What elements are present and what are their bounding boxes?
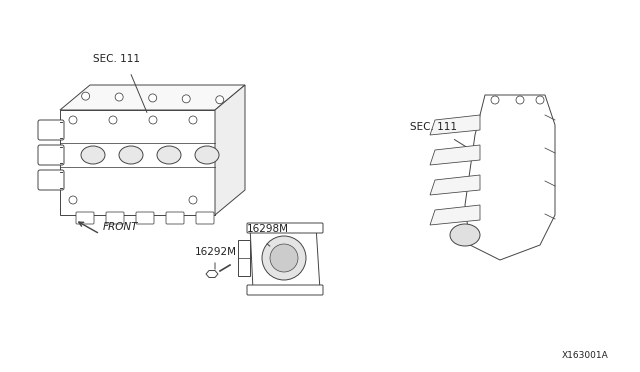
Text: SEC. 111: SEC. 111 bbox=[410, 122, 457, 132]
Polygon shape bbox=[430, 145, 480, 165]
Circle shape bbox=[491, 96, 499, 104]
Circle shape bbox=[189, 196, 197, 204]
Ellipse shape bbox=[119, 146, 143, 164]
FancyBboxPatch shape bbox=[247, 223, 323, 233]
Polygon shape bbox=[465, 95, 555, 260]
Text: 16292M: 16292M bbox=[195, 247, 237, 257]
Circle shape bbox=[148, 94, 157, 102]
FancyBboxPatch shape bbox=[76, 212, 94, 224]
FancyBboxPatch shape bbox=[106, 212, 124, 224]
Circle shape bbox=[82, 92, 90, 100]
Polygon shape bbox=[430, 115, 480, 135]
Ellipse shape bbox=[157, 146, 181, 164]
Text: X163001A: X163001A bbox=[561, 351, 608, 360]
FancyBboxPatch shape bbox=[166, 212, 184, 224]
FancyBboxPatch shape bbox=[196, 212, 214, 224]
Polygon shape bbox=[206, 270, 218, 278]
FancyBboxPatch shape bbox=[247, 285, 323, 295]
Polygon shape bbox=[215, 85, 245, 215]
Polygon shape bbox=[430, 205, 480, 225]
Polygon shape bbox=[250, 226, 320, 290]
Polygon shape bbox=[238, 240, 250, 276]
Circle shape bbox=[516, 96, 524, 104]
Text: SEC. 111: SEC. 111 bbox=[93, 54, 140, 64]
Text: FRONT: FRONT bbox=[103, 222, 138, 232]
Circle shape bbox=[189, 116, 197, 124]
Circle shape bbox=[182, 95, 190, 103]
Polygon shape bbox=[60, 110, 215, 215]
Circle shape bbox=[69, 116, 77, 124]
FancyBboxPatch shape bbox=[38, 120, 64, 140]
FancyBboxPatch shape bbox=[38, 145, 64, 165]
Text: 16298M: 16298M bbox=[247, 224, 289, 234]
Circle shape bbox=[536, 96, 544, 104]
Ellipse shape bbox=[195, 146, 219, 164]
Circle shape bbox=[216, 96, 224, 104]
Ellipse shape bbox=[450, 224, 480, 246]
Ellipse shape bbox=[81, 146, 105, 164]
Polygon shape bbox=[60, 85, 245, 110]
Circle shape bbox=[262, 236, 306, 280]
Circle shape bbox=[115, 93, 123, 101]
Polygon shape bbox=[430, 175, 480, 195]
Circle shape bbox=[149, 116, 157, 124]
FancyBboxPatch shape bbox=[38, 170, 64, 190]
FancyBboxPatch shape bbox=[136, 212, 154, 224]
Circle shape bbox=[69, 196, 77, 204]
Circle shape bbox=[270, 244, 298, 272]
Circle shape bbox=[109, 116, 117, 124]
